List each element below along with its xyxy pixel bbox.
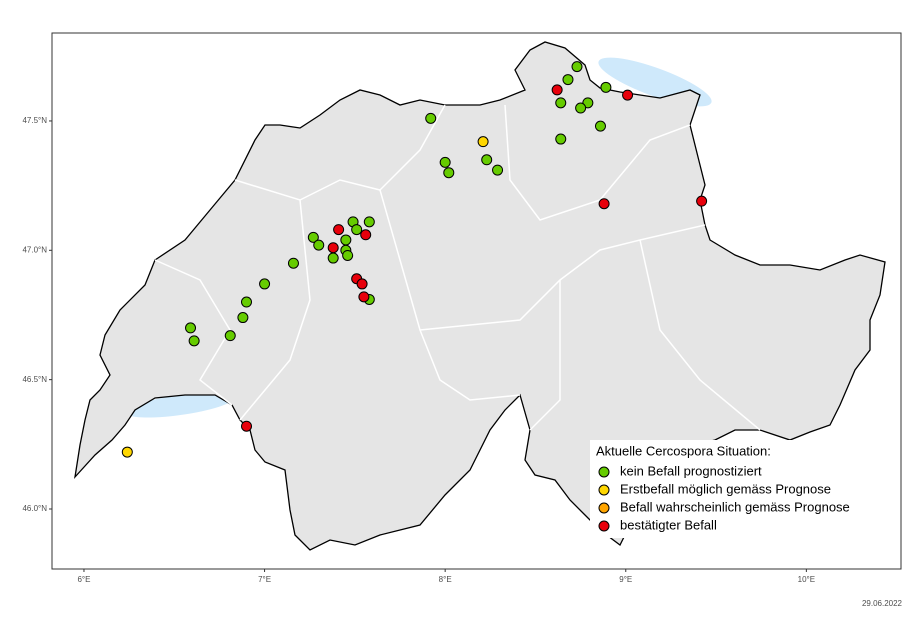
x-tick-label: 10°E: [798, 575, 815, 584]
site-marker: [287, 257, 299, 269]
legend-swatch: [598, 484, 610, 496]
x-tick-label: 6°E: [77, 575, 90, 584]
site-marker: [555, 97, 567, 109]
site-marker: [333, 224, 345, 236]
site-marker: [313, 239, 325, 251]
site-marker: [340, 234, 352, 246]
site-marker: [555, 133, 567, 145]
site-marker: [600, 81, 612, 93]
site-marker: [185, 322, 197, 334]
y-tick-label: 47.5°N: [22, 116, 47, 125]
site-marker: [562, 74, 574, 86]
legend-label: Befall wahrscheinlich gemäss Prognose: [620, 499, 850, 514]
legend-title: Aktuelle Cercospora Situation:: [596, 443, 771, 458]
site-marker: [551, 84, 563, 96]
site-marker: [443, 167, 455, 179]
date-caption: 29.06.2022: [862, 599, 903, 608]
legend: Aktuelle Cercospora Situation: kein Befa…: [590, 440, 872, 538]
legend-swatch: [598, 502, 610, 514]
legend-label: Erstbefall möglich gemäss Prognose: [620, 481, 831, 496]
site-marker: [259, 278, 271, 290]
site-marker: [594, 120, 606, 132]
site-marker: [598, 198, 610, 210]
site-marker: [425, 112, 437, 124]
site-marker: [696, 195, 708, 207]
site-marker: [481, 154, 493, 166]
site-marker: [224, 330, 236, 342]
site-marker: [342, 249, 354, 261]
site-marker: [356, 278, 368, 290]
site-marker: [188, 335, 200, 347]
site-marker: [241, 420, 253, 432]
legend-box: [590, 440, 872, 538]
site-marker: [571, 61, 583, 73]
site-marker: [358, 291, 370, 303]
internal-borders: [154, 104, 761, 431]
legend-label: kein Befall prognostiziert: [620, 463, 762, 478]
y-tick-label: 46.0°N: [22, 504, 47, 513]
site-marker: [121, 446, 133, 458]
country-outline: [74, 41, 886, 551]
site-marker: [477, 136, 489, 148]
x-tick-label: 8°E: [439, 575, 452, 584]
site-marker: [360, 229, 372, 241]
site-marker: [622, 89, 634, 101]
site-marker: [351, 224, 363, 236]
legend-label: bestätigter Befall: [620, 517, 717, 532]
site-marker: [241, 296, 253, 308]
legend-swatch: [598, 520, 610, 532]
legend-swatch: [598, 466, 610, 478]
y-tick-label: 46.5°N: [22, 375, 47, 384]
site-marker: [492, 164, 504, 176]
site-marker: [439, 156, 451, 168]
y-tick-label: 47.0°N: [22, 245, 47, 254]
site-marker: [327, 242, 339, 254]
site-marker: [363, 216, 375, 228]
site-marker: [307, 231, 319, 243]
site-marker: [237, 312, 249, 324]
site-marker: [575, 102, 587, 114]
x-tick-label: 7°E: [258, 575, 271, 584]
x-tick-label: 9°E: [619, 575, 632, 584]
site-marker: [327, 252, 339, 264]
